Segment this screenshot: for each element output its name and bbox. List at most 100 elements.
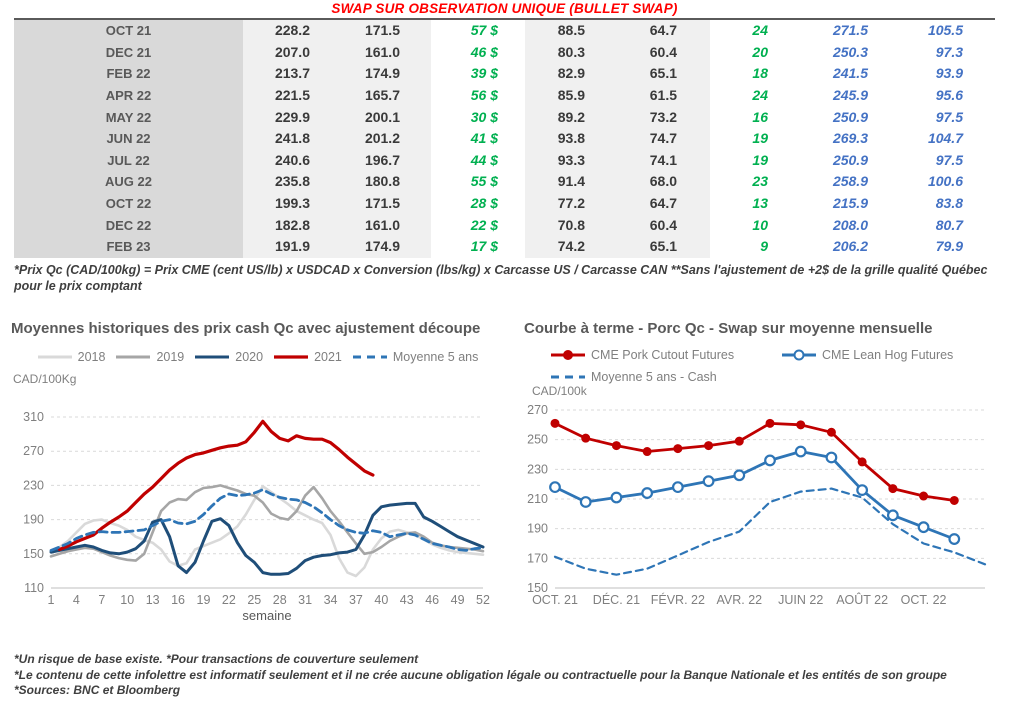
value-cell: 56 $ xyxy=(470,86,498,103)
svg-text:46: 46 xyxy=(425,593,439,607)
value-cell: 44 $ xyxy=(470,151,498,168)
month-cell: AUG 22 xyxy=(105,174,152,190)
value-cell: 208.0 xyxy=(832,216,868,233)
legend-swatch-icon xyxy=(551,350,585,360)
page-footnotes: *Un risque de base existe. *Pour transac… xyxy=(14,652,1014,699)
svg-text:13: 13 xyxy=(146,593,160,607)
value-cell: 89.2 xyxy=(557,108,585,125)
svg-text:40: 40 xyxy=(374,593,388,607)
page-title: SWAP SUR OBSERVATION UNIQUE (BULLET SWAP… xyxy=(331,1,678,16)
value-cell: 73.2 xyxy=(649,108,677,125)
value-cell: 206.2 xyxy=(832,238,868,255)
value-cell: 74.7 xyxy=(649,130,677,147)
svg-text:31: 31 xyxy=(298,593,312,607)
value-cell: 79.9 xyxy=(935,238,963,255)
month-cell: MAY 22 xyxy=(105,109,152,125)
value-cell: 46 $ xyxy=(470,43,498,60)
footnote-line: *Sources: BNC et Bloomberg xyxy=(14,683,181,697)
value-cell: 74.1 xyxy=(649,151,677,168)
value-cell: 105.5 xyxy=(927,22,963,38)
value-cell: 16 xyxy=(752,108,768,125)
value-cell: 65.1 xyxy=(649,65,677,82)
month-cell: FEB 22 xyxy=(106,66,151,82)
value-cell: 221.5 xyxy=(274,86,310,103)
footnote-line: *Le contenu de cette infolettre est info… xyxy=(14,667,947,682)
table-row: MAY 22 229.9 200.1 30 $ 89.2 73.2 16 250.9 97.5 xyxy=(14,107,995,129)
table-rows: OCT 21 228.2 171.5 57 $ 88.5 64.7 24 271.5 105.5… xyxy=(14,20,995,258)
value-cell: 80.3 xyxy=(557,43,585,60)
value-cell: 83.8 xyxy=(935,195,963,211)
svg-text:150: 150 xyxy=(23,547,44,561)
value-cell: 64.7 xyxy=(649,22,677,38)
svg-text:49: 49 xyxy=(451,593,465,607)
value-cell: 161.0 xyxy=(364,43,400,60)
value-cell: 258.9 xyxy=(832,173,868,190)
svg-text:230: 230 xyxy=(23,478,44,492)
value-cell: 10 xyxy=(752,216,768,233)
value-cell: 80.7 xyxy=(935,216,963,233)
value-cell: 28 $ xyxy=(470,195,498,211)
month-cell: JUN 22 xyxy=(106,131,151,147)
line-chart-left: 110 150 190 230 270 310 1 4 7 10 13 16 19 22 25 28 31 34 3… xyxy=(23,410,490,623)
legend-swatch-icon xyxy=(352,355,387,359)
value-cell: 55 $ xyxy=(470,173,498,190)
value-cell: 23 xyxy=(752,173,768,190)
legend-swatch-icon xyxy=(274,355,309,359)
value-cell: 228.2 xyxy=(274,22,310,38)
svg-text:270: 270 xyxy=(527,403,548,417)
table-month-band xyxy=(14,20,243,258)
value-cell: 18 xyxy=(752,65,768,82)
value-cell: 17 $ xyxy=(470,238,498,255)
svg-text:AVR. 22: AVR. 22 xyxy=(716,593,762,607)
value-cell: 91.4 xyxy=(557,173,585,190)
legend-label: 2021 xyxy=(314,350,342,364)
y-axis-unit-right: CAD/100k xyxy=(532,384,587,398)
value-cell: 60.4 xyxy=(649,43,677,60)
legend-swatch-icon xyxy=(782,349,816,361)
svg-text:FÉVR. 22: FÉVR. 22 xyxy=(651,592,705,607)
svg-text:250: 250 xyxy=(527,433,548,447)
svg-text:270: 270 xyxy=(23,444,44,458)
table-row: APR 22 221.5 165.7 56 $ 85.9 61.5 24 245.9 95.6 xyxy=(14,85,995,107)
svg-text:310: 310 xyxy=(23,410,44,424)
chart-title-right: Courbe à terme - Porc Qc - Swap sur moye… xyxy=(524,320,933,337)
legend-item: Moyenne 5 ans xyxy=(352,350,478,364)
legend-item: 2019 xyxy=(115,350,184,364)
svg-text:43: 43 xyxy=(400,593,414,607)
value-cell: 22 $ xyxy=(470,216,498,233)
month-cell: FEB 23 xyxy=(106,239,151,255)
svg-text:25: 25 xyxy=(247,593,261,607)
svg-text:DÉC. 21: DÉC. 21 xyxy=(593,592,640,607)
table-row: AUG 22 235.8 180.8 55 $ 91.4 68.0 23 258.9 100.6 xyxy=(14,171,995,193)
value-cell: 245.9 xyxy=(832,86,868,103)
value-cell: 9 xyxy=(760,238,768,255)
value-cell: 19 xyxy=(752,151,768,168)
legend-swatch-icon xyxy=(551,375,585,379)
svg-text:190: 190 xyxy=(23,513,44,527)
value-cell: 171.5 xyxy=(364,22,400,38)
svg-text:37: 37 xyxy=(349,593,363,607)
svg-text:1: 1 xyxy=(48,593,55,607)
table-group2-band xyxy=(525,20,710,258)
svg-text:OCT. 21: OCT. 21 xyxy=(532,593,578,607)
value-cell: 235.8 xyxy=(274,173,310,190)
value-cell: 191.9 xyxy=(274,238,310,255)
value-cell: 229.9 xyxy=(274,108,310,125)
value-cell: 182.8 xyxy=(274,216,310,233)
value-cell: 241.8 xyxy=(274,130,310,147)
value-cell: 100.6 xyxy=(927,173,963,190)
chart-legend-left: 2018 2019 2020 2021 Moyenne 5 ans xyxy=(5,350,510,364)
value-cell: 41 $ xyxy=(470,130,498,147)
value-cell: 171.5 xyxy=(364,195,400,211)
value-cell: 213.7 xyxy=(274,65,310,82)
table-row: FEB 23 191.9 174.9 17 $ 74.2 65.1 9 206.2 79.9 xyxy=(14,236,995,258)
value-cell: 60.4 xyxy=(649,216,677,233)
value-cell: 161.0 xyxy=(364,216,400,233)
value-cell: 24 xyxy=(752,86,768,103)
value-cell: 250.3 xyxy=(832,43,868,60)
legend-item: 2020 xyxy=(194,350,263,364)
legend-label: 2019 xyxy=(156,350,185,364)
value-cell: 240.6 xyxy=(274,151,310,168)
table-row: OCT 22 199.3 171.5 28 $ 77.2 64.7 13 215.9 83.8 xyxy=(14,193,995,215)
value-cell: 174.9 xyxy=(364,238,400,255)
